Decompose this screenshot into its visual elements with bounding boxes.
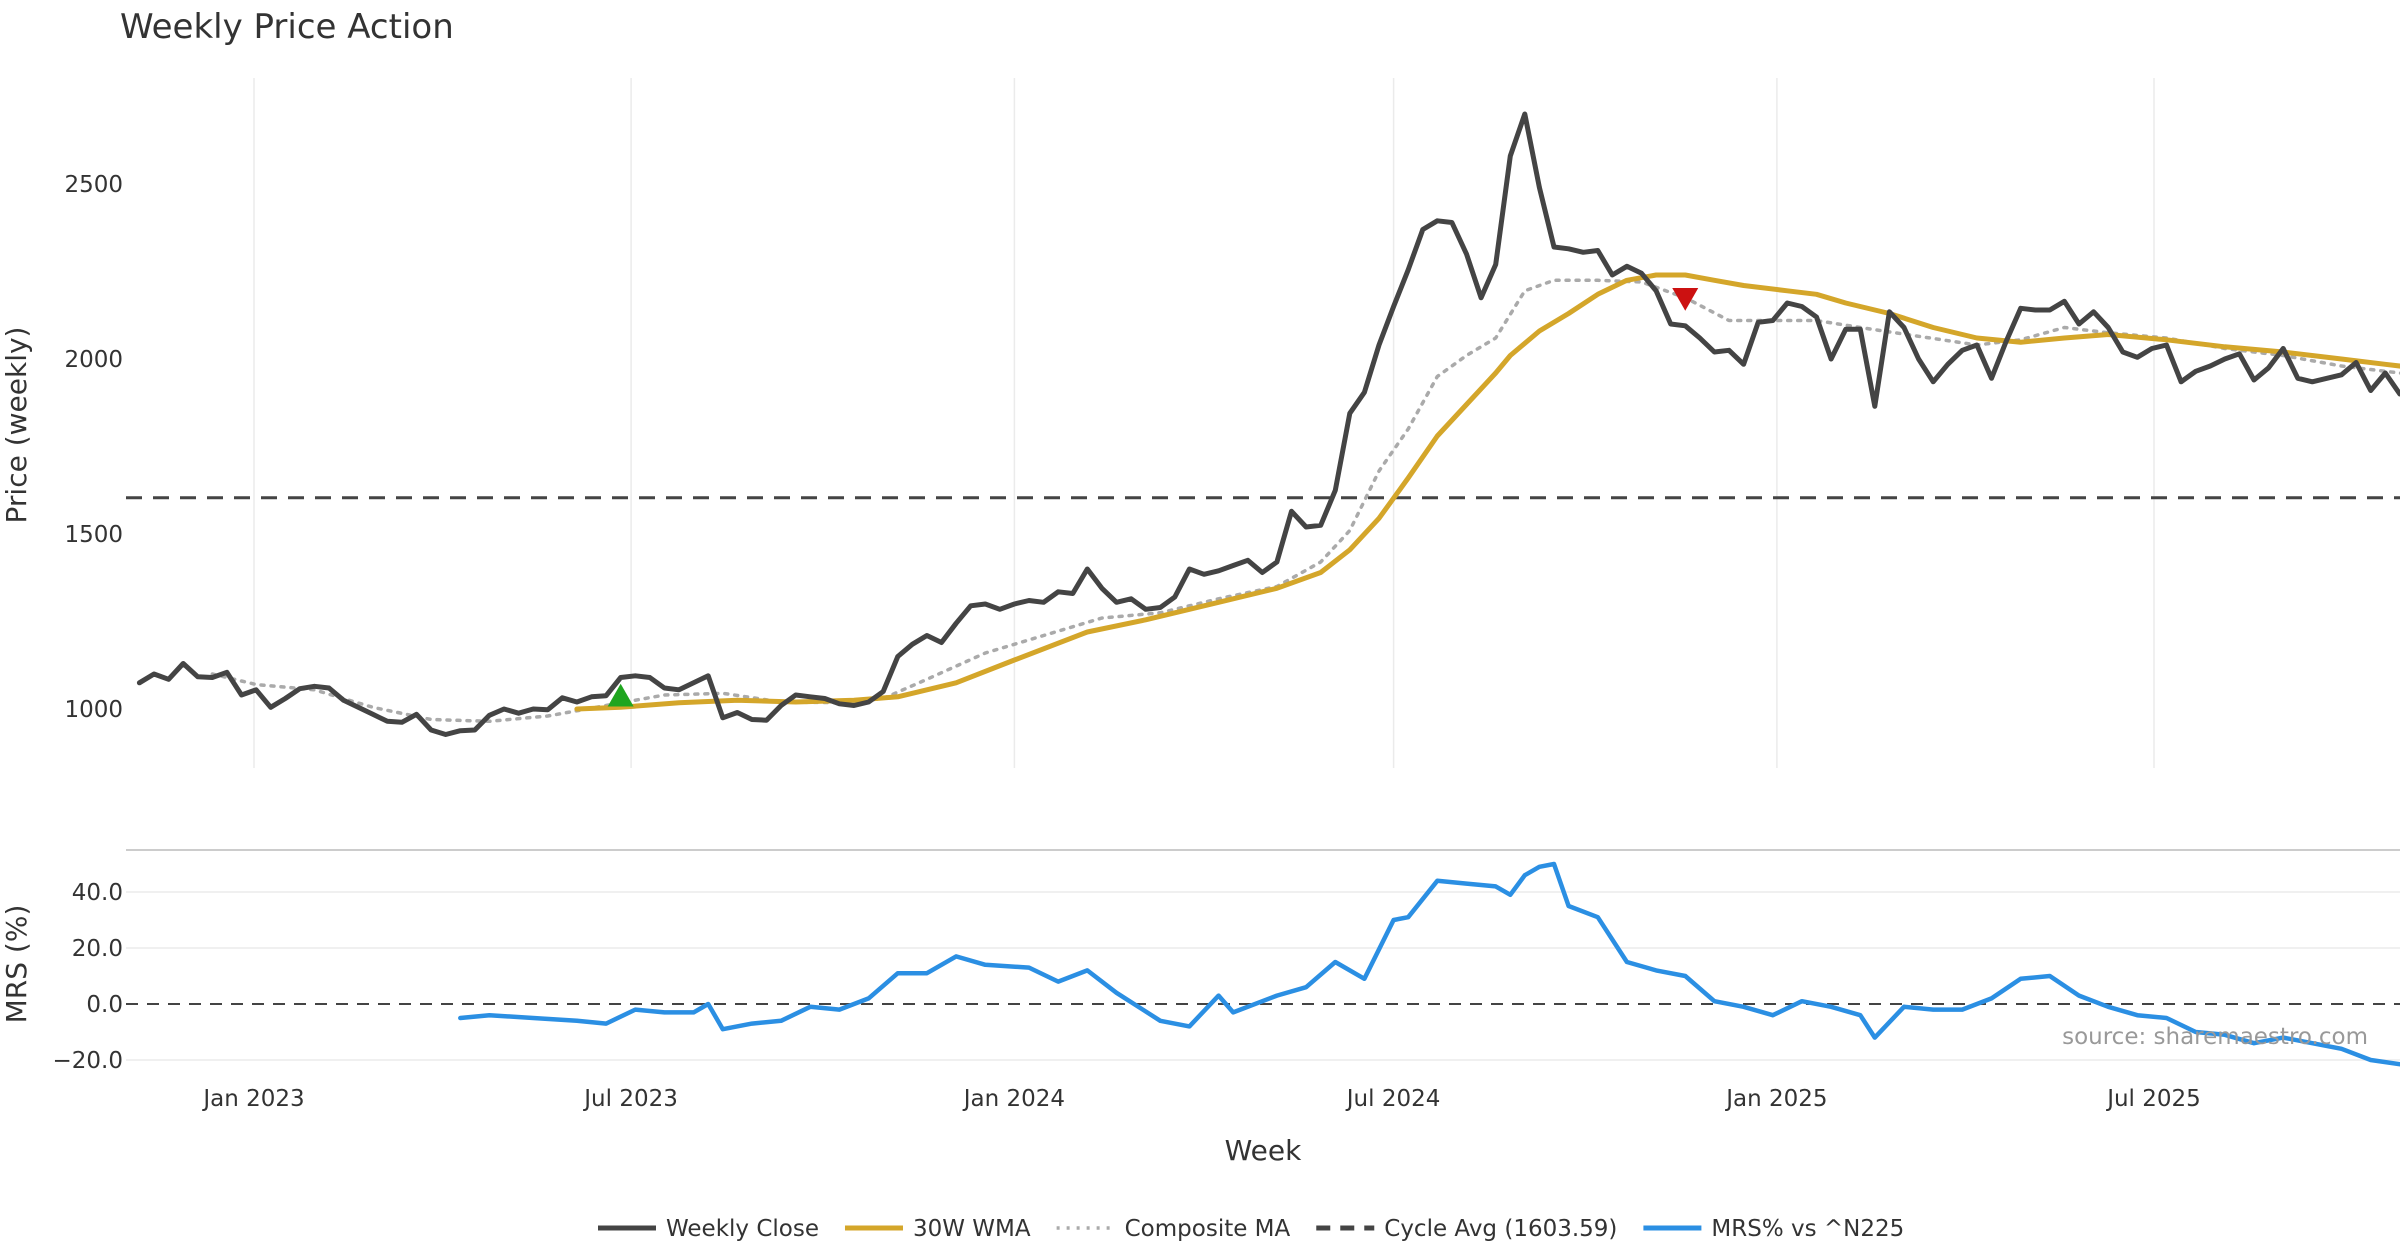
legend-label-weekly-close: Weekly Close: [666, 1216, 819, 1242]
legend-item-30w-wma: 30W WMA: [844, 1216, 1031, 1242]
price-y-ticks: 1000 1500 2000 2500: [64, 172, 123, 723]
price-y-tick-1500: 1500: [64, 522, 123, 548]
series-weekly-close: [136, 111, 2400, 737]
series-composite-ma: [210, 278, 2400, 724]
mrs-y-tick-40-0: 40.0: [72, 880, 123, 906]
mrs-series: [126, 861, 2400, 1067]
legend-item-weekly-close: Weekly Close: [598, 1216, 819, 1242]
mrs-grid: [126, 891, 2400, 1061]
chart-title: Weekly Price Action: [120, 7, 454, 47]
x-tick-jan-2024: Jan 2024: [962, 1086, 1065, 1112]
price-series: [126, 111, 2400, 737]
mrs-y-tick-20-0: −20.0: [53, 1048, 123, 1074]
price-y-tick-2000: 2000: [64, 347, 123, 373]
mrs-y-axis-title: MRS (%): [0, 905, 33, 1024]
x-tick-jul-2024: Jul 2024: [1345, 1086, 1441, 1112]
legend-label-composite-ma: Composite MA: [1125, 1216, 1291, 1242]
sell-signal-marker: [1672, 288, 1699, 311]
buy-signal-marker: [607, 683, 634, 707]
x-tick-jan-2025: Jan 2025: [1724, 1086, 1827, 1112]
mrs-y-tick-20-0: 20.0: [72, 936, 123, 962]
source-credit: source: sharemaestro.com: [2062, 1024, 2368, 1050]
price-y-axis-title: Price (weekly): [0, 327, 33, 524]
price-markers: [607, 288, 1699, 707]
x-tick-jan-2023: Jan 2023: [201, 1086, 304, 1112]
series-mrs-vs-n225: [458, 861, 2400, 1067]
legend-item-composite-ma: Composite MA: [1056, 1216, 1291, 1242]
legend-label-30w-wma: 30W WMA: [913, 1216, 1031, 1242]
series-30w-wma: [574, 272, 2400, 712]
x-tick-jul-2025: Jul 2025: [2105, 1086, 2201, 1112]
legend-item-cycle-avg-1603-59: Cycle Avg (1603.59): [1316, 1216, 1617, 1242]
price-y-tick-2500: 2500: [64, 172, 123, 198]
legend-label-cycle-avg-1603-59: Cycle Avg (1603.59): [1384, 1216, 1617, 1242]
legend: Weekly Close 30W WMA Composite MA Cycle Avg…: [598, 1216, 1904, 1242]
mrs-y-tick-0-0: 0.0: [86, 992, 123, 1018]
price-y-tick-1000: 1000: [64, 697, 123, 723]
legend-label-mrs-vs-n225: MRS% vs ^N225: [1711, 1216, 1904, 1242]
mrs-y-ticks: −20.0 0.0 20.0 40.0: [53, 880, 123, 1074]
x-tick-jul-2023: Jul 2023: [582, 1086, 678, 1112]
legend-item-mrs-vs-n225: MRS% vs ^N225: [1643, 1216, 1904, 1242]
x-ticks: Jan 2023 Jul 2023 Jan 2024 Jul 2024 Jan 2025…: [201, 1086, 2200, 1112]
price-grid: [253, 78, 2155, 768]
x-axis-title: Week: [1225, 1134, 1302, 1167]
